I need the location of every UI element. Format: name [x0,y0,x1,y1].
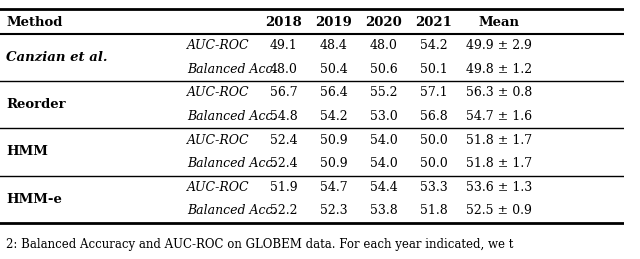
Text: 54.2: 54.2 [420,39,447,52]
Text: Balanced Acc.: Balanced Acc. [187,157,276,170]
Text: 54.8: 54.8 [270,110,298,123]
Text: 54.7: 54.7 [320,181,348,194]
Text: 52.5 ± 0.9: 52.5 ± 0.9 [466,204,532,218]
Text: 48.0: 48.0 [370,39,397,52]
Text: 50.9: 50.9 [320,134,348,147]
Text: 54.0: 54.0 [370,134,397,147]
Text: Canzian et al.: Canzian et al. [6,51,108,64]
Text: AUC-ROC: AUC-ROC [187,87,250,99]
Text: HMM-e: HMM-e [6,193,62,206]
Text: 53.0: 53.0 [370,110,397,123]
Text: 51.8: 51.8 [420,204,447,218]
Text: 56.7: 56.7 [270,87,298,99]
Text: 57.1: 57.1 [420,87,447,99]
Text: 56.8: 56.8 [420,110,447,123]
Text: 51.8 ± 1.7: 51.8 ± 1.7 [466,134,532,147]
Text: 2: Balanced Accuracy and AUC-ROC on GLOBEM data. For each year indicated, we t: 2: Balanced Accuracy and AUC-ROC on GLOB… [6,238,514,251]
Text: Balanced Acc.: Balanced Acc. [187,63,276,76]
Text: 50.4: 50.4 [320,63,348,76]
Text: Mean: Mean [479,16,520,29]
Text: AUC-ROC: AUC-ROC [187,134,250,147]
Text: 53.3: 53.3 [420,181,447,194]
Text: 56.4: 56.4 [320,87,348,99]
Text: 49.1: 49.1 [270,39,298,52]
Text: 53.8: 53.8 [370,204,397,218]
Text: 52.3: 52.3 [320,204,348,218]
Text: 50.1: 50.1 [420,63,447,76]
Text: 2018: 2018 [266,16,302,29]
Text: 54.4: 54.4 [370,181,397,194]
Text: AUC-ROC: AUC-ROC [187,39,250,52]
Text: 2021: 2021 [415,16,452,29]
Text: 2020: 2020 [365,16,402,29]
Text: 51.9: 51.9 [270,181,298,194]
Text: 52.4: 52.4 [270,157,298,170]
Text: 54.0: 54.0 [370,157,397,170]
Text: 49.8 ± 1.2: 49.8 ± 1.2 [466,63,532,76]
Text: AUC-ROC: AUC-ROC [187,181,250,194]
Text: 53.6 ± 1.3: 53.6 ± 1.3 [466,181,532,194]
Text: 50.6: 50.6 [370,63,397,76]
Text: 56.3 ± 0.8: 56.3 ± 0.8 [466,87,532,99]
Text: 50.9: 50.9 [320,157,348,170]
Text: Method: Method [6,16,63,29]
Text: 50.0: 50.0 [420,134,447,147]
Text: HMM: HMM [6,146,48,159]
Text: 2019: 2019 [316,16,352,29]
Text: 55.2: 55.2 [370,87,397,99]
Text: 49.9 ± 2.9: 49.9 ± 2.9 [466,39,532,52]
Text: 54.2: 54.2 [320,110,348,123]
Text: 50.0: 50.0 [420,157,447,170]
Text: 48.4: 48.4 [320,39,348,52]
Text: Balanced Acc.: Balanced Acc. [187,110,276,123]
Text: 52.2: 52.2 [270,204,298,218]
Text: 51.8 ± 1.7: 51.8 ± 1.7 [466,157,532,170]
Text: 54.7 ± 1.6: 54.7 ± 1.6 [466,110,532,123]
Text: Balanced Acc.: Balanced Acc. [187,204,276,218]
Text: 52.4: 52.4 [270,134,298,147]
Text: 48.0: 48.0 [270,63,298,76]
Text: Reorder: Reorder [6,98,66,111]
